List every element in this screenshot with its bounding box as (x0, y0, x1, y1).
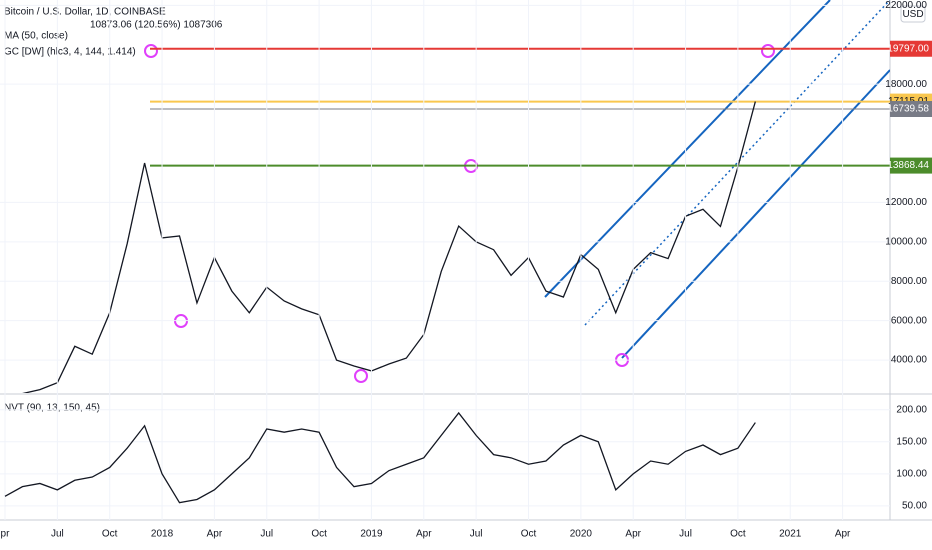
x-tick-label: Jul (51, 529, 64, 540)
pane (0, 4, 890, 393)
y-tick-label: 4000.00 (891, 355, 928, 366)
price-label: 19797.00 (887, 43, 929, 54)
price-label-box (890, 100, 932, 117)
x-tick-label: Apr (835, 529, 851, 540)
y-tick-label: 50.00 (902, 501, 927, 512)
x-tick-label: Oct (730, 529, 746, 540)
pane (0, 409, 890, 507)
y-tick-label: 100.00 (896, 468, 927, 479)
x-tick-label: Apr (416, 529, 432, 540)
x-tick-label: Apr (625, 529, 641, 540)
subtitle: 10873.06 (120.56%) 1087306 (90, 20, 223, 31)
y-tick-label: 22000.00 (885, 0, 927, 11)
x-tick-label: Jul (679, 529, 692, 540)
y-tick-label: 12000.00 (885, 197, 927, 208)
series-line (22, 101, 756, 393)
channel-line (621, 69, 890, 359)
x-tick-label: Jul (260, 529, 273, 540)
currency-button[interactable] (900, 5, 926, 23)
indicator-label: NVT (90, 13, 150, 45) (4, 403, 100, 414)
series-line (4, 411, 756, 504)
price-label-box (890, 157, 932, 174)
x-tick-label: Oct (102, 529, 118, 540)
price-label-box (890, 40, 932, 57)
x-tick-label: 2018 (151, 529, 174, 540)
x-tick-label: 2019 (360, 529, 383, 540)
channel-mid (584, 0, 890, 326)
y-tick-label: 8000.00 (891, 276, 928, 287)
x-tick-label: Jul (470, 529, 483, 540)
indicator-label: GC [DW] (hlc3, 4, 144, 1.414) (4, 47, 136, 58)
currency: USD (902, 9, 923, 20)
marker (761, 44, 775, 58)
price-label: 13868.44 (887, 160, 929, 171)
y-tick-label: 6000.00 (891, 315, 928, 326)
x-tick-label: Oct (521, 529, 537, 540)
marker (144, 44, 158, 58)
y-tick-label: 18000.00 (885, 79, 927, 90)
x-tick-label: 2020 (570, 529, 593, 540)
x-tick-label: pr (1, 529, 11, 540)
x-tick-label: 2021 (779, 529, 802, 540)
y-tick-label: 150.00 (896, 436, 927, 447)
price-label: 16739.58 (887, 104, 929, 115)
x-tick-label: Oct (311, 529, 327, 540)
marker (354, 369, 368, 383)
x-tick-label: Apr (207, 529, 223, 540)
y-tick-label: 200.00 (896, 404, 927, 415)
y-tick-label: 10000.00 (885, 236, 927, 247)
indicator-label: MA (50, close) (4, 31, 68, 42)
chart-title: Bitcoin / U.S. Dollar, 1D, COINBASE (4, 7, 166, 18)
